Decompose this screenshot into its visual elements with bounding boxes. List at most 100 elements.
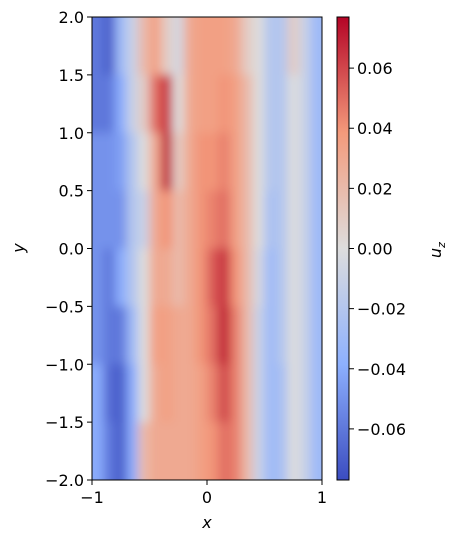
heat-cell [264,74,277,134]
heat-cell [299,190,312,250]
heat-cell [138,74,151,134]
heat-cell [92,248,105,308]
heat-cell [276,422,289,480]
y-axis-label: y [9,243,28,254]
heat-cell [103,306,116,366]
heat-cell [115,74,128,134]
heat-cell [276,248,289,308]
heat-cell [172,364,185,424]
heat-cell [310,190,322,250]
heat-cell [92,17,105,76]
heat-cell [184,364,197,424]
heat-cell [138,17,151,76]
y-tick-label: 1.5 [59,66,84,85]
heat-cell [253,17,266,76]
heat-cell [253,422,266,480]
heat-cell [92,74,105,134]
heat-cell [299,132,312,192]
colorbar [337,17,349,480]
heat-cell [92,364,105,424]
heat-cell [207,74,220,134]
heat-cell [126,422,139,480]
heat-cell [287,248,300,308]
heat-cell [218,306,231,366]
heat-cell [103,248,116,308]
heat-cell [310,17,322,76]
heat-cell [161,422,174,480]
heat-cell [172,306,185,366]
heat-cell [310,306,322,366]
heat-cell [230,132,243,192]
heat-cell [207,17,220,76]
heat-cell [287,132,300,192]
heat-cell [195,248,208,308]
heat-cell [253,132,266,192]
heat-cell [207,422,220,480]
heat-cell [253,248,266,308]
heat-cell [276,364,289,424]
heat-cell [195,190,208,250]
heat-cell [103,17,116,76]
heat-cell [195,17,208,76]
heat-cell [172,132,185,192]
heat-cell [115,132,128,192]
heat-cell [161,364,174,424]
heat-cell [287,306,300,366]
heat-cell [253,74,266,134]
heat-cell [310,364,322,424]
heat-cell [195,132,208,192]
colorbar-tick-label: −0.06 [357,420,406,439]
heat-cell [276,306,289,366]
heat-cell [230,248,243,308]
heat-cell [241,74,254,134]
heat-cell [126,248,139,308]
heat-cell [207,132,220,192]
heat-cell [299,422,312,480]
heat-cell [184,17,197,76]
colorbar-tick-label: −0.02 [357,300,406,319]
heat-cell [299,248,312,308]
heat-cell [172,74,185,134]
heat-cell [264,248,277,308]
heat-cell [138,306,151,366]
heat-cell [264,422,277,480]
heat-cell [172,17,185,76]
heat-cell [103,74,116,134]
heat-cell [264,132,277,192]
heat-cell [184,422,197,480]
heat-cell [299,74,312,134]
heat-cell [241,190,254,250]
heat-cell [207,306,220,366]
heat-cell [126,190,139,250]
y-tick-label: −1.0 [45,355,84,374]
heat-cell [138,364,151,424]
heat-cell [149,74,162,134]
heat-cell [299,364,312,424]
colorbar-label-sub: z [435,242,448,249]
heat-cell [230,17,243,76]
heat-cell [161,132,174,192]
colorbar-tick-label: 0.04 [357,119,393,138]
heat-cell [218,364,231,424]
heat-cell [287,364,300,424]
colorbar-label: uz [426,242,448,258]
heat-cell [184,190,197,250]
heat-cell [138,190,151,250]
colorbar-tick-label: −0.04 [357,360,406,379]
y-tick-label: 2.0 [59,8,84,27]
heat-cell [287,17,300,76]
heat-cell [172,190,185,250]
heat-cell [230,74,243,134]
heat-cell [218,422,231,480]
heat-cell [276,74,289,134]
heat-cell [218,74,231,134]
y-tick-label: 0.5 [59,182,84,201]
heat-cell [184,74,197,134]
heat-cell [264,190,277,250]
heat-cell [253,364,266,424]
heat-cell [161,306,174,366]
heat-cell [138,248,151,308]
heat-cell [276,17,289,76]
heat-cell [149,306,162,366]
